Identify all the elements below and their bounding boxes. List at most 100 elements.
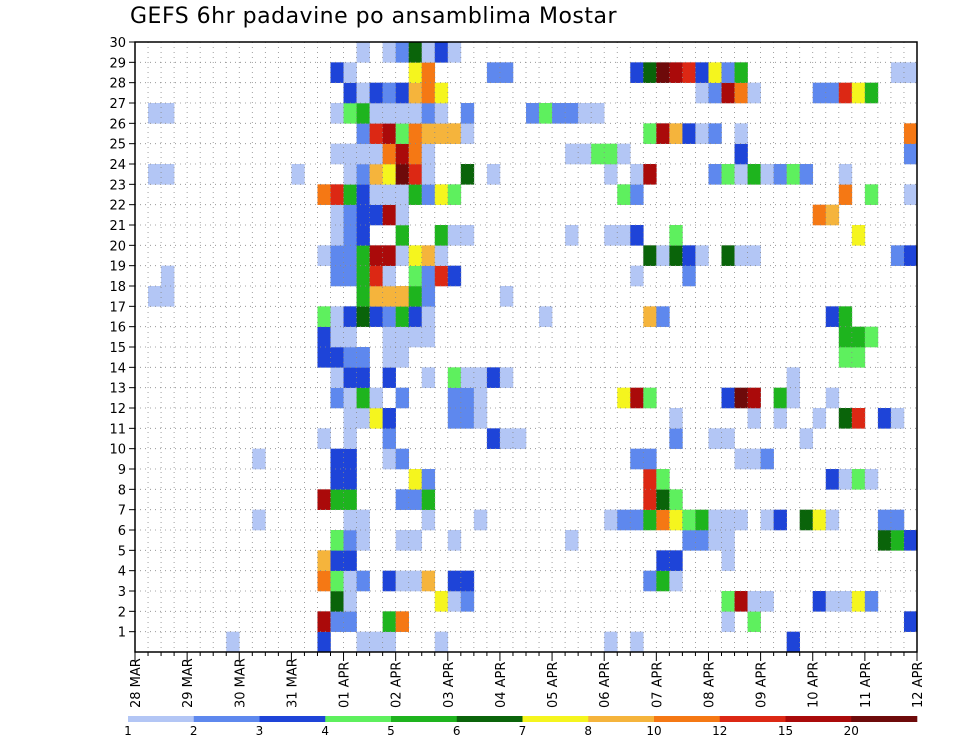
colorbar-swatch [325, 716, 392, 722]
x-tick-label: 11 APR [859, 662, 874, 708]
heatmap-cell [148, 103, 162, 124]
heatmap-cell [617, 387, 631, 409]
heatmap-cell [604, 509, 618, 531]
heatmap-cell [656, 489, 670, 510]
heatmap-cell [447, 530, 462, 551]
heatmap-cell [721, 245, 735, 266]
heatmap-cell [356, 184, 370, 205]
heatmap-cell [695, 123, 709, 144]
heatmap-cell [903, 611, 918, 632]
heatmap-cell [447, 408, 462, 429]
heatmap-cell [760, 591, 774, 612]
heatmap-cell [395, 184, 409, 205]
heatmap-cell [747, 164, 761, 185]
heatmap-cell [643, 123, 657, 144]
heatmap-cell [317, 326, 331, 348]
heatmap-cell [434, 631, 449, 653]
heatmap-cell [369, 103, 383, 124]
heatmap-cell [343, 225, 357, 246]
heatmap-cell [734, 591, 748, 612]
x-tick-label: 02 APR [390, 662, 405, 708]
heatmap-cell [721, 387, 735, 409]
heatmap-cell [747, 82, 761, 104]
heatmap-cell [395, 387, 409, 409]
heatmap-cell [395, 326, 409, 348]
colorbar-swatch [522, 716, 589, 722]
heatmap-cell [643, 164, 657, 185]
heatmap-cell [421, 82, 436, 104]
x-tick-label: 29 MAR [181, 658, 196, 708]
heatmap-cell [838, 469, 853, 490]
x-tick-label: 06 APR [598, 662, 613, 708]
heatmap-cell [630, 225, 644, 246]
heatmap-cell [851, 82, 866, 104]
heatmap-cell [499, 367, 514, 388]
heatmap-cell [395, 143, 409, 165]
heatmap-cell [382, 306, 396, 327]
heatmap-cell [604, 164, 618, 185]
heatmap-cell [330, 245, 344, 266]
colorbar-label: 8 [584, 724, 592, 738]
heatmap-cell [421, 286, 436, 307]
heatmap-cell [343, 347, 357, 368]
heatmap-cell [578, 103, 592, 124]
colorbar-swatch [719, 716, 786, 722]
heatmap-cell [656, 550, 670, 571]
heatmap-cell [434, 245, 449, 266]
heatmap-cell [408, 286, 423, 307]
heatmap-cell [890, 245, 905, 266]
heatmap-cell [799, 428, 814, 449]
heatmap-cell [903, 530, 918, 551]
heatmap-cell [421, 245, 436, 266]
heatmap-cell [643, 570, 657, 592]
heatmap-cell [421, 42, 436, 63]
y-tick-label: 26 [109, 117, 126, 132]
heatmap-cell [460, 164, 475, 185]
y-tick-label: 30 [109, 36, 126, 51]
colorbar-label: 6 [453, 724, 461, 738]
heatmap-cell [643, 509, 657, 531]
heatmap-cell [161, 103, 175, 124]
heatmap-cell [356, 225, 370, 246]
heatmap-cell [382, 326, 396, 348]
heatmap-cell [734, 143, 748, 165]
heatmap-cell [408, 265, 423, 287]
y-tick-label: 15 [109, 341, 126, 356]
heatmap-cell [343, 82, 357, 104]
heatmap-cell [630, 448, 644, 470]
y-tick-label: 13 [109, 382, 126, 397]
y-tick-label: 21 [109, 219, 126, 234]
heatmap-cell [630, 509, 644, 531]
heatmap-cell [656, 123, 670, 144]
heatmap-cell [330, 570, 344, 592]
heatmap-cell [408, 245, 423, 266]
heatmap-cell [382, 82, 396, 104]
heatmap-cell [838, 164, 853, 185]
x-tick-label: 31 MAR [285, 658, 300, 708]
heatmap-cell [408, 164, 423, 185]
heatmap-cell [343, 591, 357, 612]
heatmap-cell [473, 509, 488, 531]
heatmap-cell [747, 591, 761, 612]
heatmap-cell [669, 225, 683, 246]
heatmap-cell [356, 570, 370, 592]
heatmap-cell [695, 82, 709, 104]
heatmap-cell [330, 367, 344, 388]
y-tick-label: 28 [109, 77, 126, 92]
heatmap-cell [395, 225, 409, 246]
heatmap-cell [604, 631, 618, 653]
heatmap-cell [434, 123, 449, 144]
heatmap-cell [330, 591, 344, 612]
heatmap-cell [656, 509, 670, 531]
heatmap-cell [447, 570, 462, 592]
heatmap-cell [812, 204, 827, 226]
x-tick-label: 03 APR [442, 662, 457, 708]
heatmap-cell [591, 103, 605, 124]
colorbar-swatch [391, 716, 458, 722]
heatmap-cell [408, 326, 423, 348]
heatmap-cell [408, 42, 423, 63]
y-tick-label: 18 [109, 280, 126, 295]
heatmap-cell [343, 489, 357, 510]
heatmap-cell [382, 103, 396, 124]
